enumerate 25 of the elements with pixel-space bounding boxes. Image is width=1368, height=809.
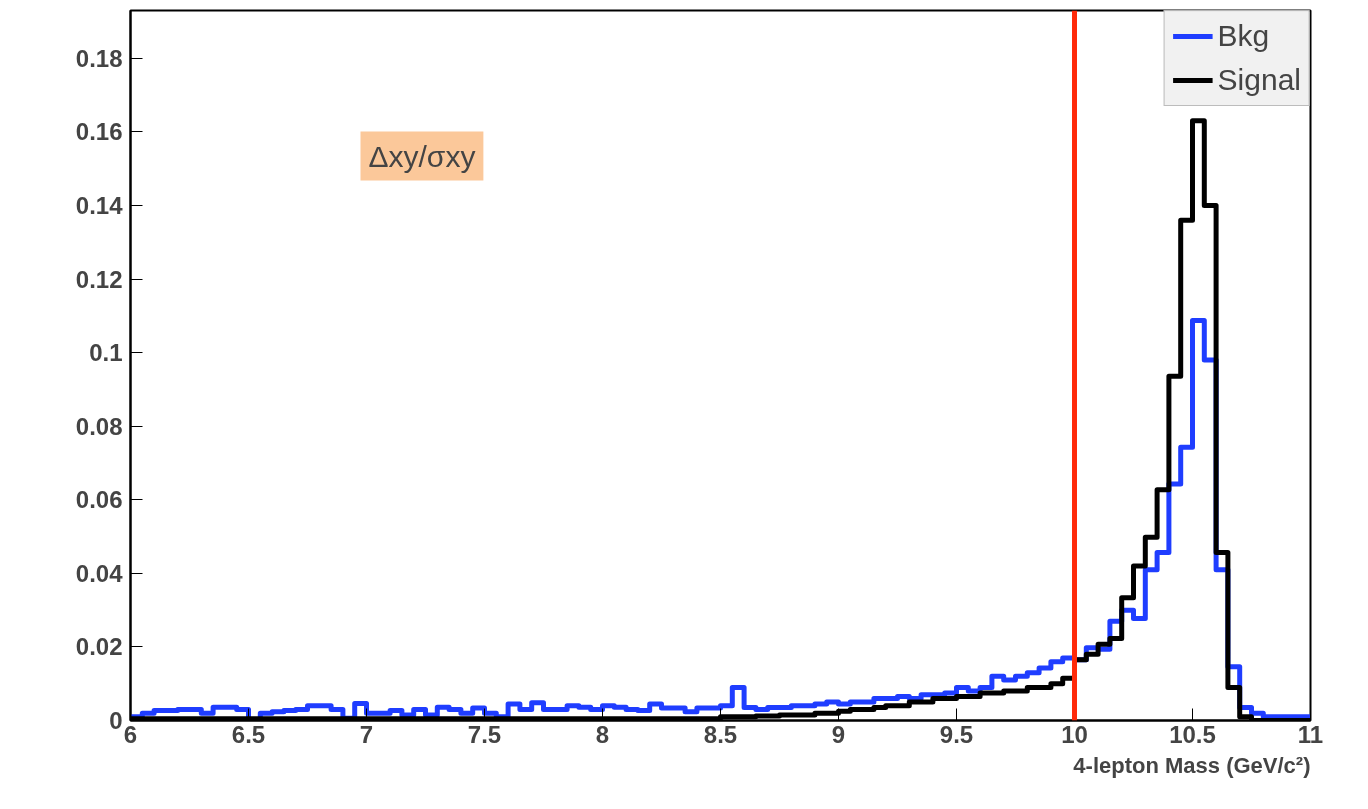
x-tick-label: 8	[595, 720, 610, 748]
x-tick-label: 8.5	[703, 720, 738, 748]
x-tick-label: 6.5	[231, 720, 266, 748]
legend-label: Signal	[1217, 63, 1301, 97]
x-tick-label: 9	[831, 720, 846, 748]
x-tick-label: 9.5	[939, 720, 974, 748]
x-tick-label: 10.5	[1169, 720, 1216, 748]
x-tick-label: 7	[359, 720, 374, 748]
x-tick-label: 11	[1297, 720, 1324, 748]
y-tick-label: 0.14	[75, 191, 124, 219]
y-tick-label: 0.08	[75, 412, 123, 440]
y-tick-label: 0.16	[75, 118, 123, 146]
y-tick-label: 0.02	[75, 633, 123, 661]
y-tick-label: 0.1	[89, 339, 123, 367]
y-tick-label: 0.06	[75, 486, 123, 514]
y-tick-label: 0.04	[75, 559, 124, 587]
legend-label: Bkg	[1217, 19, 1270, 53]
x-tick-label: 10	[1061, 720, 1088, 748]
y-tick-label: 0	[109, 707, 123, 734]
annotation: Δxy/σxy	[368, 139, 476, 173]
x-tick-label: 6	[123, 720, 138, 748]
y-tick-label: 0.18	[75, 44, 123, 72]
x-axis-title: 4-lepton Mass (GeV/c²)	[1073, 752, 1311, 778]
x-tick-label: 7.5	[467, 720, 502, 748]
y-tick-label: 0.12	[75, 265, 123, 293]
